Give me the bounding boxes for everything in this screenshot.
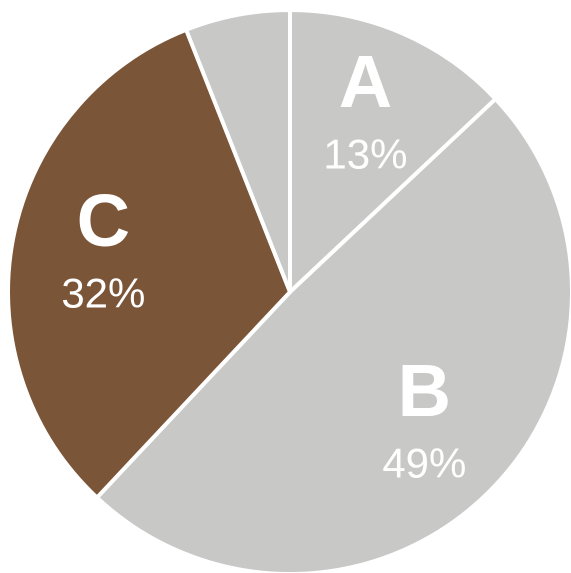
slice-value-label: 13% [323,131,407,178]
pie-slice [184,8,292,294]
slice-value-label: 32% [61,269,145,316]
slice-name: C [77,179,130,262]
pie-slice [94,96,571,573]
pie-slice [288,8,498,294]
pie-slice [6,27,292,500]
slice-name: A [339,40,392,123]
slice-value-label: 49% [382,439,466,486]
slice-name: B [398,349,451,432]
